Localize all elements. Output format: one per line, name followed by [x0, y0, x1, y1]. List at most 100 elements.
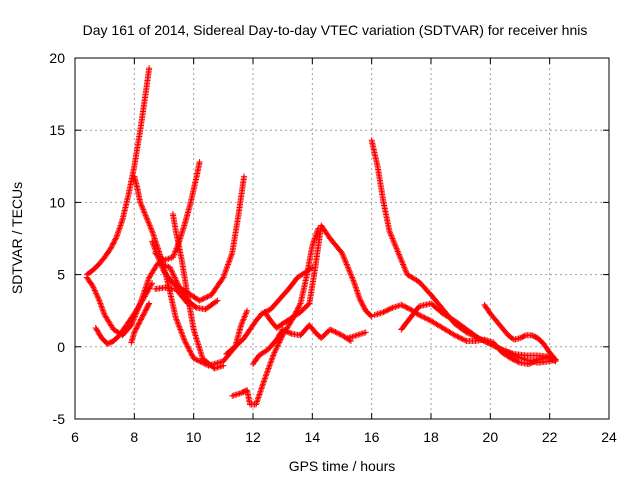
- data-point-marker: [387, 229, 394, 236]
- data-point-marker: [146, 222, 153, 229]
- data-point-marker: [347, 271, 354, 278]
- data-point-marker: [93, 326, 100, 333]
- data-point-marker: [400, 262, 407, 269]
- data-point-marker: [454, 333, 461, 340]
- data-point-marker: [204, 293, 211, 300]
- series-track-8: [128, 300, 153, 346]
- data-point-marker: [182, 339, 189, 346]
- data-point-marker: [552, 356, 559, 363]
- data-point-marker: [269, 353, 276, 360]
- data-point-marker: [168, 268, 175, 275]
- data-point-marker: [546, 355, 553, 362]
- data-point-marker: [170, 252, 177, 259]
- data-point-marker: [528, 359, 535, 366]
- y-tick-label: 15: [49, 122, 65, 138]
- data-point-marker: [399, 260, 406, 267]
- data-point-marker: [420, 313, 427, 320]
- data-point-marker: [451, 332, 458, 339]
- data-point-marker: [141, 308, 148, 315]
- data-point-marker: [91, 287, 98, 294]
- data-point-marker: [276, 339, 283, 346]
- data-point-marker: [183, 342, 190, 349]
- data-point-marker: [272, 346, 279, 353]
- data-point-marker: [143, 213, 150, 220]
- data-point-marker: [94, 327, 101, 334]
- x-tick-label: 8: [130, 429, 138, 445]
- data-point-marker: [388, 232, 395, 239]
- data-point-marker: [98, 304, 105, 311]
- data-point-marker: [398, 258, 405, 265]
- data-point-marker: [328, 327, 335, 334]
- data-point-marker: [176, 325, 183, 332]
- data-point-marker: [543, 353, 550, 360]
- x-axis-label: GPS time / hours: [289, 458, 396, 474]
- x-tick-label: 12: [245, 429, 261, 445]
- data-point-marker: [386, 228, 393, 235]
- data-point-marker: [296, 301, 303, 308]
- data-point-marker: [400, 303, 407, 310]
- x-tick-label: 24: [601, 429, 617, 445]
- data-point-marker: [267, 359, 274, 366]
- data-point-marker: [517, 354, 523, 361]
- data-point-marker: [137, 317, 144, 324]
- data-point-marker: [397, 254, 404, 261]
- data-point-marker: [339, 251, 346, 258]
- data-point-marker: [149, 280, 156, 287]
- data-point-marker: [196, 158, 203, 165]
- data-point-marker: [272, 348, 279, 355]
- data-point-marker: [521, 332, 528, 339]
- data-point-marker: [263, 371, 270, 378]
- data-point-marker: [395, 249, 402, 256]
- series-track-17: [371, 301, 559, 368]
- data-point-marker: [263, 369, 270, 376]
- data-point-marker: [263, 308, 270, 315]
- data-point-marker: [344, 264, 351, 271]
- data-point-marker: [140, 296, 147, 303]
- data-point-marker: [145, 301, 152, 308]
- axis-ticks: [74, 57, 610, 420]
- data-point-marker: [224, 262, 231, 269]
- data-point-marker: [239, 319, 246, 326]
- data-point-marker: [112, 235, 119, 242]
- data-point-marker: [393, 245, 400, 252]
- y-tick-labels: -5 0 5 10 15 20: [49, 50, 65, 427]
- data-point-marker: [360, 303, 367, 310]
- data-point-marker: [187, 350, 194, 357]
- data-point-marker: [152, 248, 159, 255]
- data-point-marker: [450, 331, 457, 338]
- data-point-marker: [283, 328, 290, 335]
- data-point-marker: [511, 357, 518, 364]
- data-point-marker: [508, 355, 515, 362]
- x-tick-label: 10: [186, 429, 202, 445]
- data-point-marker: [397, 255, 404, 262]
- data-point-marker: [268, 356, 275, 363]
- data-point-marker: [186, 347, 193, 354]
- data-point-marker: [240, 316, 247, 323]
- data-point-marker: [185, 346, 192, 353]
- data-point-marker: [181, 336, 188, 343]
- data-point-marker: [139, 205, 146, 212]
- data-point-marker: [98, 303, 105, 310]
- data-point-marker: [146, 300, 153, 307]
- data-point-marker: [513, 357, 520, 364]
- data-point-marker: [149, 239, 156, 246]
- data-point-marker: [426, 317, 433, 324]
- data-point-marker: [341, 255, 348, 262]
- data-point-marker: [462, 337, 469, 344]
- y-tick-label: -5: [53, 411, 66, 427]
- data-point-marker: [153, 249, 160, 256]
- data-point-marker: [175, 322, 182, 329]
- data-point-marker: [277, 330, 284, 337]
- data-point-marker: [140, 208, 147, 215]
- data-point-marker: [265, 366, 272, 373]
- data-point-marker: [193, 356, 200, 363]
- x-tick-label: 14: [305, 429, 321, 445]
- data-point-marker: [527, 360, 534, 367]
- data-point-marker: [107, 245, 114, 252]
- data-point-marker: [158, 261, 165, 268]
- data-point-marker: [455, 334, 462, 341]
- data-point-marker: [273, 336, 280, 343]
- data-point-marker: [262, 374, 269, 381]
- data-point-marker: [349, 274, 356, 281]
